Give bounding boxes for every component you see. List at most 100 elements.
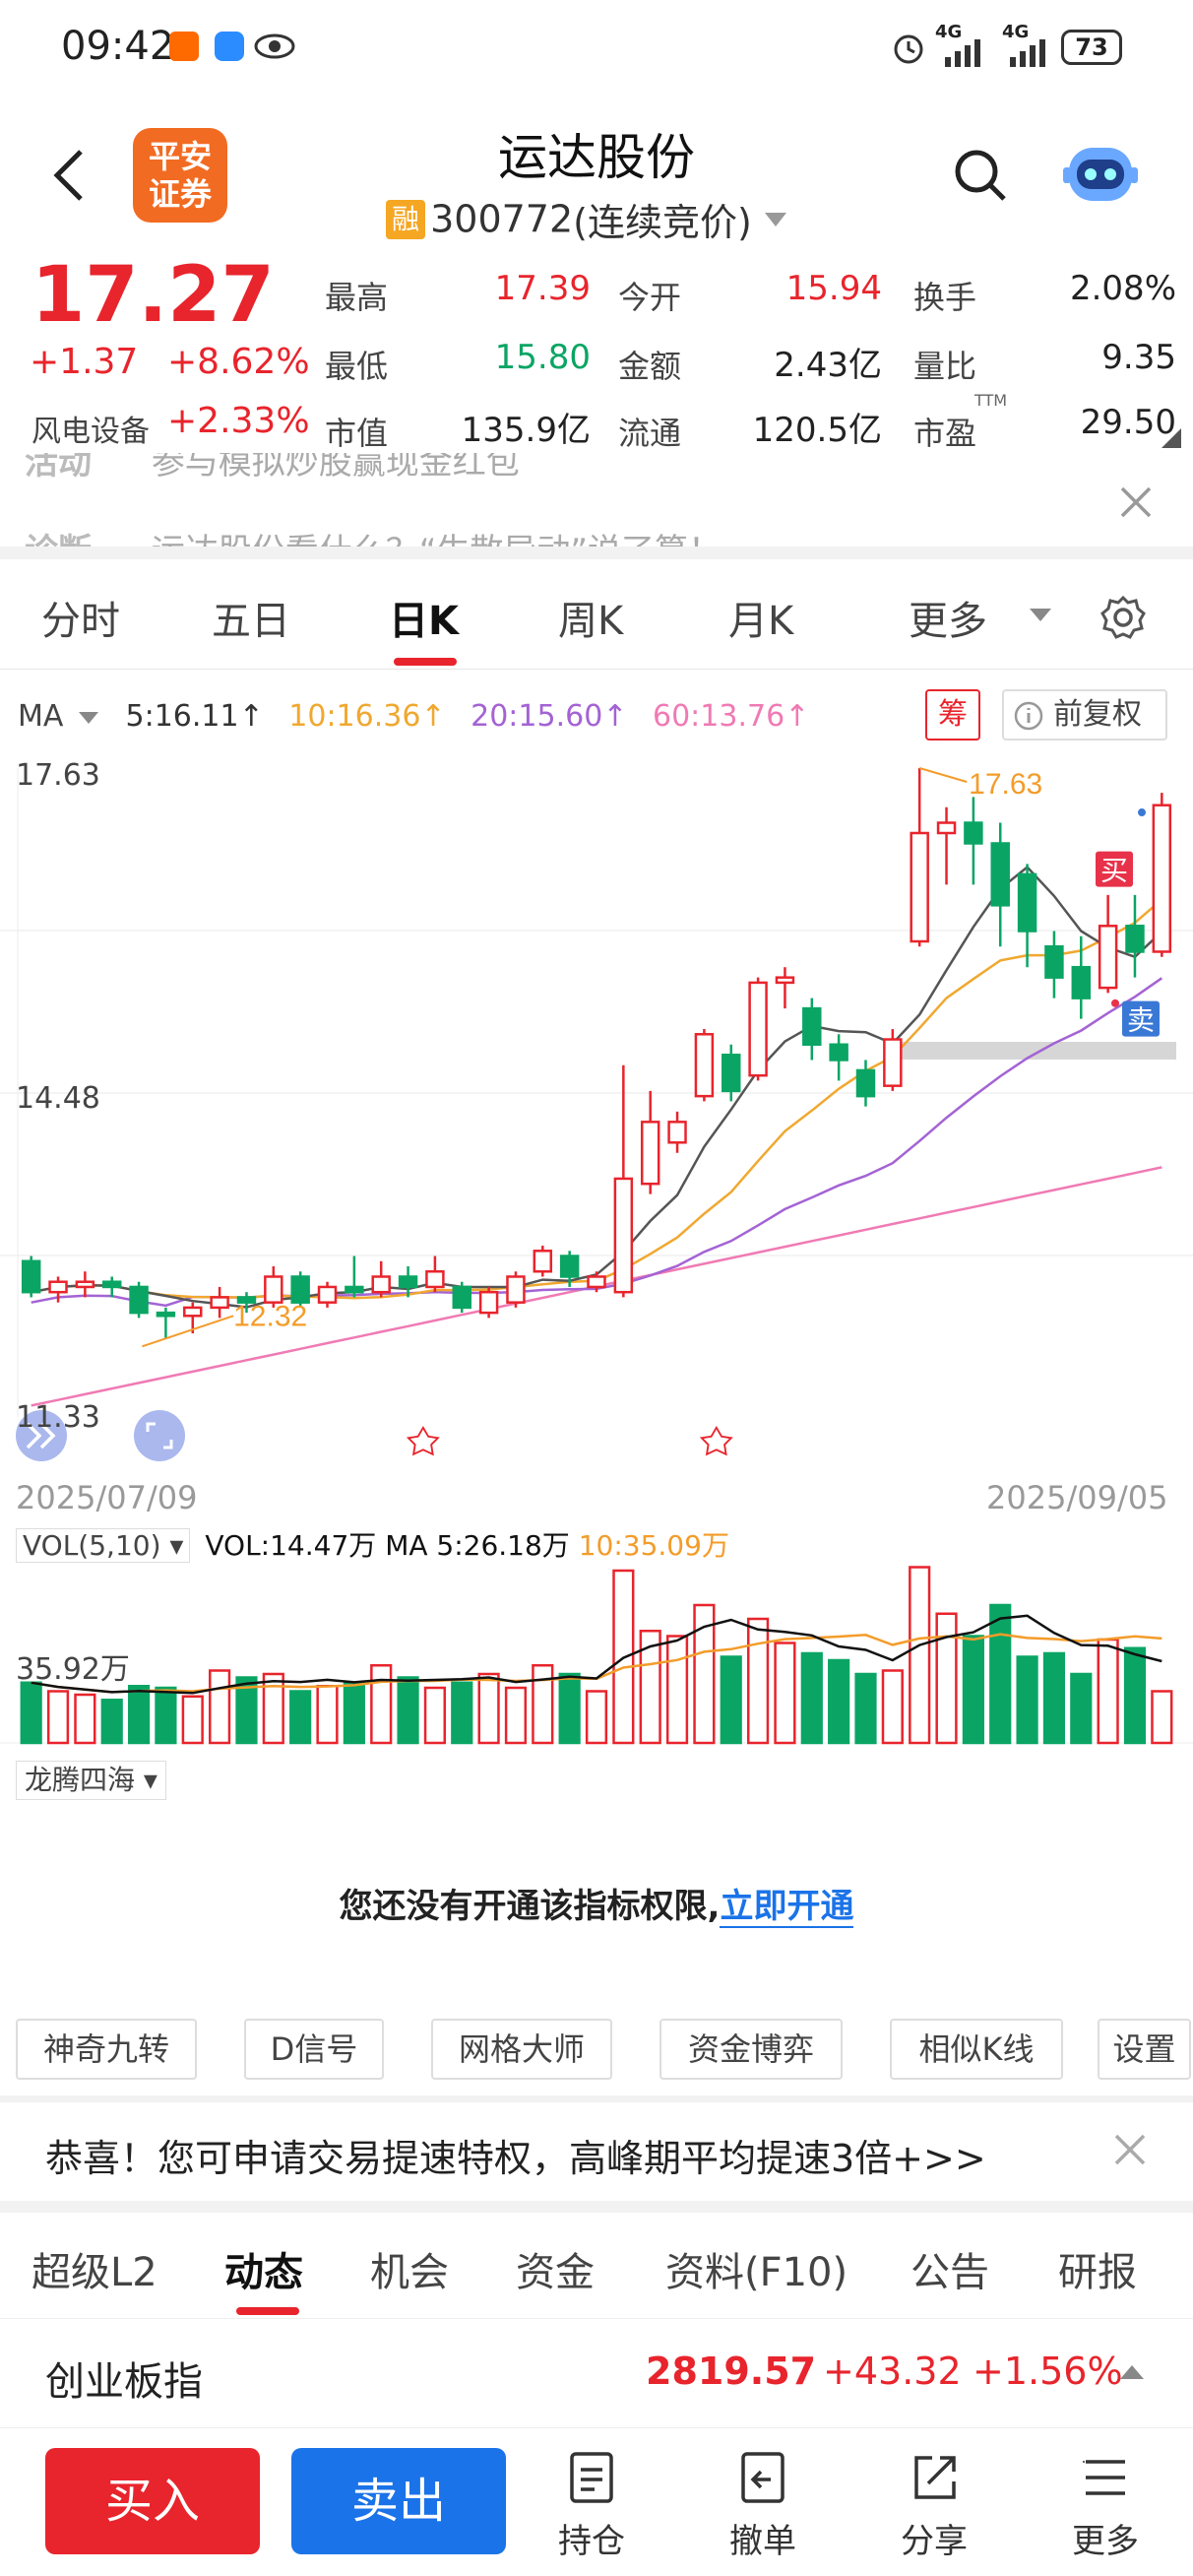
candle-body [236,1296,257,1304]
fullscreen-corners [146,1422,173,1449]
vol-selector[interactable]: VOL(5,10) ▾ [16,1528,191,1563]
candle-body [533,1250,553,1273]
ma-label[interactable]: MA [18,699,64,734]
close-icon[interactable] [1112,2132,1148,2167]
gear-icon[interactable] [1100,595,1146,640]
candle-body [855,1068,876,1098]
indicator-name: 龙腾四海 [25,1764,136,1796]
chip-distribution-button[interactable]: 筹 [925,689,980,741]
locked-text: 您还没有开通该指标权限, [339,1887,721,1926]
volume-bar [504,1686,528,1745]
promo-banner[interactable]: 恭喜！您可申请交易提速特权，高峰期平均提速3倍+>> [0,2102,1193,2201]
search-icon[interactable] [953,148,1008,203]
amount-value: 2.43亿 [774,346,882,385]
tab-daily-k[interactable]: 日K [389,599,459,644]
stock-subtitle[interactable]: 融 300772(连续竞价) [386,192,786,246]
kline-chart-area[interactable]: MA 5:16.11↑ 10:16.36↑ 20:15.60↑ 60:13.76… [0,670,1193,1999]
tool-capital-game[interactable]: 资金博弈 [659,2019,843,2080]
price-change-pct: +8.62% [167,342,310,382]
expand-corner-icon[interactable] [1162,428,1181,448]
index-name: 创业板指 [45,2359,203,2405]
weather-icon [215,32,244,61]
turnover-label: 换手 [913,279,977,316]
volume-bar [935,1612,958,1745]
vol-indicator-name: VOL(5,10) [23,1529,161,1562]
chevron-up-icon[interactable] [1120,2365,1144,2379]
low-label: 12.32 [233,1300,307,1332]
nav-share[interactable]: 分享 [880,2450,988,2562]
sector-name[interactable]: 风电设备 [31,415,150,449]
news-text-1: 参与模拟炒股赢现金红包 [151,453,520,483]
margin-badge: 融 [386,199,425,239]
tool-similar-k[interactable]: 相似K线 [890,2019,1063,2080]
volume-ratio-label: 量比 [913,348,977,385]
sell-button[interactable]: 卖出 [291,2448,506,2554]
info-icon [1014,701,1043,731]
candle-body [1044,944,1064,979]
sell-marker-label: 卖 [1127,1004,1155,1037]
nav-share-label: 分享 [901,2522,968,2561]
indicator-selector[interactable]: 龙腾四海 ▾ [16,1761,166,1800]
candle-body [1098,925,1118,990]
volume-bar [46,1690,70,1745]
index-row[interactable]: 创业板指 2819.57 +43.32 +1.56% [0,2324,1193,2422]
back-icon[interactable] [49,146,89,205]
candle-body [1152,804,1172,953]
low-value: 15.80 [494,338,591,377]
tab-dynamics[interactable]: 动态 [224,2250,303,2295]
tool-magic-nine[interactable]: 神奇九转 [16,2019,197,2080]
volume-bar [800,1651,823,1745]
candle-body [101,1280,122,1289]
open-now-link[interactable]: 立即开通 [720,1887,854,1928]
tab-f10[interactable]: 资料(F10) [665,2250,848,2295]
high-pointer [918,767,968,783]
nav-cancel-order[interactable]: 撤单 [709,2450,817,2562]
candlestick-chart[interactable]: 17.63 12.32 买卖 [0,748,1193,1497]
indicator-locked-msg: 您还没有开通该指标权限,立即开通 [0,1879,1193,1928]
chevron-down-icon [78,711,98,724]
ma5-line [31,865,1163,1309]
news-ticker[interactable]: 活动 参与模拟炒股赢现金红包 诊断 运达股份看什么？“生散异动”说了算！ [0,453,1193,547]
candle-body [506,1275,526,1304]
volume-bar [774,1642,796,1745]
candle-body [667,1121,687,1144]
low-label: 最低 [325,348,389,385]
tab-more[interactable]: 更多 [909,599,987,644]
tool-settings[interactable]: 设置 [1098,2019,1191,2080]
volume-chart[interactable] [0,1556,1193,1753]
news-text-2: 运达股份看什么？“生散异动”说了算！ [152,532,722,547]
adjust-price-button[interactable]: 前复权 [1002,689,1167,741]
x-end-date: 2025/09/05 [986,1479,1168,1516]
nav-more[interactable]: 更多 [1051,2450,1160,2562]
volume-bar [397,1676,419,1745]
support-zone [891,1042,1176,1060]
buy-button[interactable]: 买入 [45,2448,260,2554]
alarm-icon [894,34,923,64]
tab-intraday[interactable]: 分时 [41,599,120,644]
sector-pct: +2.33% [167,401,310,441]
tab-opportunity[interactable]: 机会 [370,2250,449,2295]
close-icon[interactable] [1118,484,1154,520]
nav-positions[interactable]: 持仓 [537,2450,646,2562]
signal-icon [945,39,980,67]
tool-grid-master[interactable]: 网格大师 [431,2019,612,2080]
tab-five-day[interactable]: 五日 [212,599,290,644]
tab-announcements[interactable]: 公告 [910,2250,989,2295]
tab-research[interactable]: 研报 [1058,2250,1137,2295]
document-icon [570,2452,613,2503]
tab-monthly-k[interactable]: 月K [728,599,794,644]
volume-bar [1097,1638,1119,1745]
sell-marker-icon [1122,1000,1160,1037]
tab-super-l2[interactable]: 超级L2 [31,2250,157,2295]
broker-logo: 平安 证券 [133,128,227,223]
volume-bar [423,1686,447,1745]
ma5-value: 5:16.11↑ [125,699,264,734]
high-label: 最高 [325,279,389,316]
pe-label: 市盈 [913,415,977,452]
vol-ma10: 10:35.09万 [578,1529,729,1562]
tool-d-signal[interactable]: D信号 [244,2019,384,2080]
tab-weekly-k[interactable]: 周K [558,599,624,644]
volume-bar [209,1669,231,1745]
tab-capital[interactable]: 资金 [516,2250,595,2295]
robot-assistant-icon[interactable] [1061,138,1140,209]
